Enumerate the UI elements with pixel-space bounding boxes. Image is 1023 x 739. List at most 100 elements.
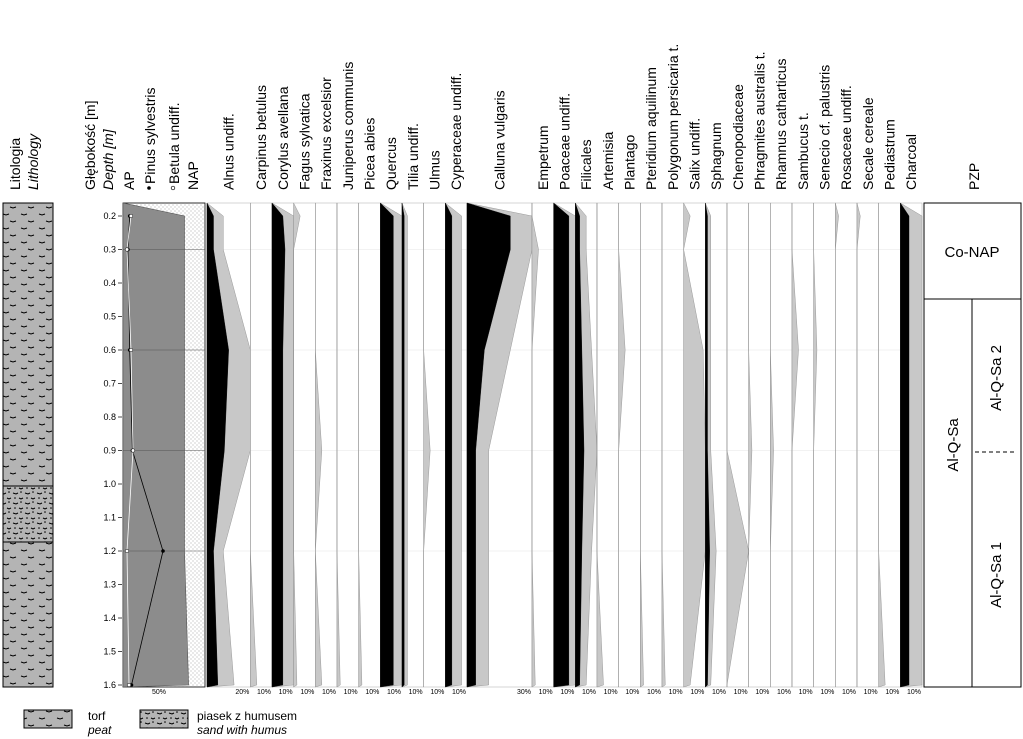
taxon-scale-label: 10% [604,689,618,696]
taxon-label: Plantago [622,135,638,190]
depth-tick-label: 0.9 [103,446,116,456]
taxon-column: Tilia undiff. 10% [401,123,424,696]
depth-tick-label: 1.4 [103,613,116,623]
taxon-label: Fraxinus excelsior [318,77,334,190]
taxon-column: Secale cereale 10% [856,97,879,696]
taxon-column: Corylus avellana 10% [271,86,294,696]
depth-tick-label: 0.3 [103,245,116,255]
taxon-label: Carpinus betulus [253,85,269,190]
taxon-frame [358,202,381,688]
taxon-scale-label: 10% [409,689,423,696]
taxon-column: Quercus 10% [380,137,403,696]
taxon-scale-label: 10% [907,689,921,696]
taxon-label: Sambucus t. [795,112,811,190]
taxon-curve [466,202,511,688]
taxon-column: Pediastrum 10% [878,119,901,696]
legend-sand-swatch [139,709,189,729]
taxon-column: Pteridium aquilinum 10% [640,67,663,696]
taxon-label: Ulmus [427,150,443,190]
lithology-peat-lower [2,541,54,688]
taxon-frame [336,202,359,688]
legend-peat-label: torf [88,709,106,723]
betula-point [130,448,136,453]
lithology-column [2,202,54,688]
taxon-scale-label: 10% [322,689,336,696]
taxon-exaggeration [423,203,431,687]
taxon-exaggeration [878,203,886,688]
depth-tick-label: 0.2 [103,211,116,221]
taxon-label: Rhamnus catharticus [773,58,789,190]
pinus-marker-icon [147,186,151,190]
taxon-curve [206,202,229,688]
zone-al-q-sa-1: Al-Q-Sa 1 [988,542,1005,608]
taxon-column: Filicales 10% [575,139,598,696]
taxon-exaggeration [791,203,799,687]
taxon-exaggeration [250,203,258,688]
taxon-curve [380,202,394,688]
taxon-exaggeration [618,203,626,687]
lithology-header: Litologia [7,138,23,190]
taxon-label: Filicales [578,139,594,190]
taxon-column: Carpinus betulus 10% [250,85,273,696]
taxon-label: Senecio cf. palustris [817,65,833,190]
taxon-frame [293,202,316,688]
taxon-exaggeration [856,202,861,687]
taxon-scale-label: 10% [452,689,466,696]
taxon-column: Empetrum 10% [531,125,554,696]
lithology-sand-humus [2,485,54,543]
betula-point [124,548,130,554]
legend-sand-label: piasek z humusem [197,709,297,723]
zone-al-q-sa-2: Al-Q-Sa 2 [988,345,1005,411]
taxon-scale-label: 10% [539,689,553,696]
taxon-frame [835,202,858,688]
taxon-exaggeration [726,203,749,687]
pinus-point [161,549,165,553]
taxon-label: Quercus [383,137,399,190]
taxon-column: Rosaceae undiff. 10% [835,85,858,696]
depth-tick-label: 0.4 [103,278,116,288]
taxon-label: Juniperus communis [340,62,356,190]
taxon-column: Artemisia 10% [596,131,619,696]
taxon-frame [618,202,641,688]
taxon-label: Picea abies [362,118,378,190]
taxon-scale-label: 10% [777,689,791,696]
taxon-column: Sphagnum 10% [705,122,728,696]
ap-scale-label: 50% [152,689,166,696]
pinus-curve [127,215,164,686]
taxon-label: Corylus avellana [275,86,291,190]
taxon-curve [271,202,286,688]
taxon-exaggeration [770,203,774,687]
taxon-exaggeration [748,203,753,687]
ap-header: AP [121,171,137,190]
taxon-label: Alnus undiff. [221,113,237,190]
betula-point [124,247,130,252]
taxon-scale-label: 10% [864,689,878,696]
ap-nap-column [122,202,206,688]
zone-panel: Co-NAP Al-Q-Sa Al-Q-Sa 2 Al-Q-Sa 1 [923,202,1022,688]
taxon-exaggeration [315,203,323,688]
taxon-exaggeration [596,203,604,688]
taxon-column: Sambucus t. 10% [791,112,814,696]
taxon-curve [401,202,405,688]
betula-curve [126,215,134,686]
taxon-curve [575,202,585,688]
taxon-scale-label: 20% [235,689,249,696]
depth-tick-label: 1.2 [103,546,116,556]
taxon-curve [705,202,710,688]
legend-peat-label-en: peat [87,723,112,737]
taxon-curve [445,202,453,688]
taxon-exaggeration [640,203,644,688]
taxon-label: Fagus sylvatica [297,93,313,190]
depth-tick-label: 1.1 [103,513,116,523]
taxon-label: Salix undiff. [687,118,703,190]
taxon-label: Rosaceae undiff. [838,85,854,190]
taxon-column: Cyperaceae undiff. 10% [445,73,468,696]
pzp-header: PZP [966,163,982,190]
taxon-scale-label: 10% [690,689,704,696]
taxon-column: Rhamnus catharticus 10% [770,58,793,696]
pinus-header: Pinus sylvestris [142,88,158,184]
taxon-scale-label: 10% [625,689,639,696]
depth-tick-label: 0.8 [103,412,116,422]
taxon-label: Charcoal [903,134,919,190]
depth-tick-label: 1.0 [103,479,116,489]
